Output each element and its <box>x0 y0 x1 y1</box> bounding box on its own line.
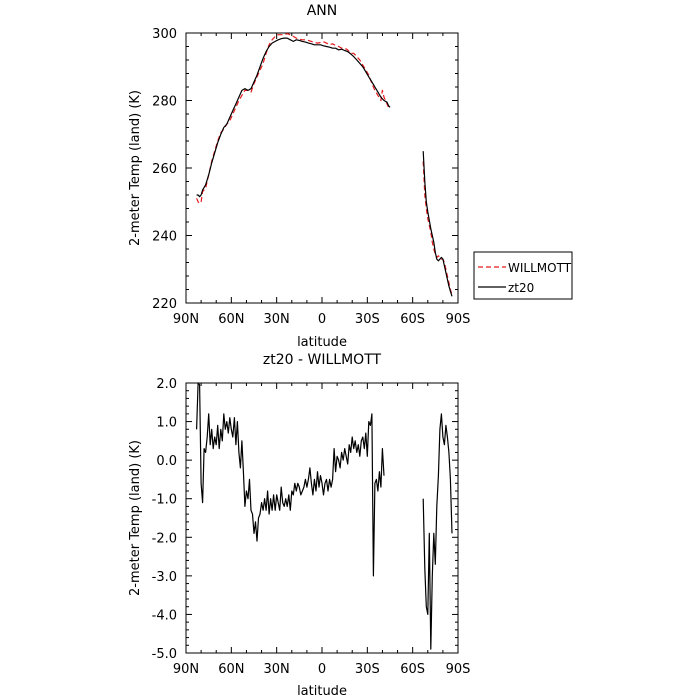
top-plot-frame <box>185 32 459 304</box>
bottom-series-lines <box>196 382 453 650</box>
x-tick-label: 90S <box>446 312 471 327</box>
legend-label-zt20: zt20 <box>508 281 534 295</box>
legend: WILLMOTT zt20 <box>473 251 573 300</box>
panel-difference: zt20 - WILLMOTT 90N 60N 30N 0 30S 60S 90S -5.0 -… <box>128 352 470 699</box>
y-tick-label: -2.0 <box>152 531 177 546</box>
top-axis-tick-labels: 90N 60N 30N 0 30S 60S 90S 220 240 260 280 300 <box>152 27 470 327</box>
x-tick-label: 30N <box>264 312 290 327</box>
top-series-lines <box>196 33 453 297</box>
y-tick-label: 0.0 <box>156 454 177 469</box>
series-line-willmott-segment-1 <box>422 161 453 295</box>
y-tick-label: 280 <box>152 95 177 110</box>
bottom-axis-tick-labels: 90N 60N 30N 0 30S 60S 90S -5.0 -4.0 -3.0 -2.0 -1.0 0… <box>152 377 471 677</box>
x-tick-label: 60S <box>400 662 425 677</box>
top-axis-ticks <box>185 32 459 304</box>
series-line-zt20-segment-0 <box>196 37 391 198</box>
x-tick-label: 0 <box>318 312 326 327</box>
x-tick-label: 90N <box>173 662 199 677</box>
series-line-willmott-segment-0 <box>196 33 390 204</box>
y-tick-label: -5.0 <box>152 647 177 662</box>
x-tick-label: 60N <box>218 312 244 327</box>
series-line-zt20-segment-1 <box>422 151 453 297</box>
bottom-y-axis-label: 2-meter Temp (land) (K) <box>128 440 143 596</box>
y-tick-label: 1.0 <box>156 416 177 431</box>
y-tick-label: 300 <box>152 27 177 42</box>
x-tick-label: 30N <box>264 662 290 677</box>
series-line-series-0-segment-0 <box>196 382 385 577</box>
panel-annual-temperature: ANN 90N 60N 30N 0 30S 60S 90S 220 240 260 280 300 l… <box>128 3 573 350</box>
x-tick-label: 30S <box>355 312 380 327</box>
y-tick-label: 220 <box>152 297 177 312</box>
top-y-axis-label: 2-meter Temp (land) (K) <box>128 90 143 246</box>
legend-label-willmott: WILLMOTT <box>508 261 572 275</box>
y-tick-label: -3.0 <box>152 570 177 585</box>
x-tick-label: 0 <box>318 662 326 677</box>
x-tick-label: 60S <box>400 312 425 327</box>
top-x-axis-label: latitude <box>297 335 347 350</box>
bottom-chart-title: zt20 - WILLMOTT <box>263 352 382 368</box>
y-tick-label: 260 <box>152 162 177 177</box>
x-tick-label: 90N <box>173 312 199 327</box>
legend-box <box>473 251 573 300</box>
x-tick-label: 90S <box>446 662 471 677</box>
bottom-axis-ticks <box>185 382 459 654</box>
x-tick-label: 60N <box>218 662 244 677</box>
bottom-x-axis-label: latitude <box>297 684 347 699</box>
top-chart-title: ANN <box>307 3 338 19</box>
y-tick-label: -1.0 <box>152 493 177 508</box>
y-tick-label: -4.0 <box>152 608 177 623</box>
y-tick-label: 2.0 <box>156 377 177 392</box>
x-tick-label: 30S <box>355 662 380 677</box>
y-tick-label: 240 <box>152 230 177 245</box>
series-line-series-0-segment-1 <box>422 413 453 650</box>
